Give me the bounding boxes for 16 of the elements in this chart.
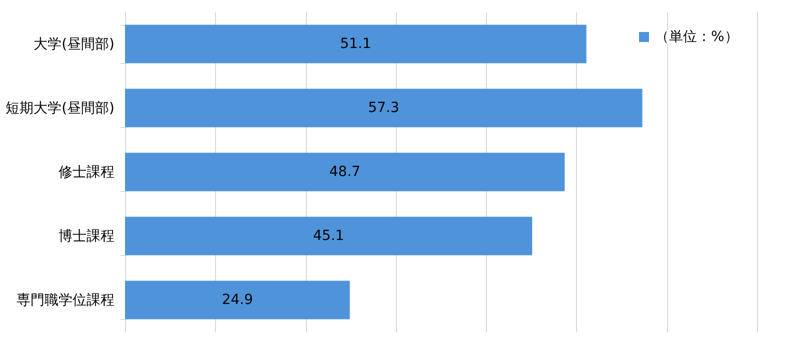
y-tick-label: 博士課程 [58, 228, 114, 244]
y-tick-label: 修士課程 [58, 164, 114, 180]
data-label: 51.1 [340, 36, 372, 52]
data-label: 48.7 [329, 164, 360, 180]
legend-label: （単位：%） [655, 29, 738, 45]
y-tick-label: 短期大学(昼間部) [6, 100, 114, 116]
bar [125, 152, 565, 192]
data-label: 45.1 [313, 228, 344, 244]
bar [125, 88, 642, 128]
y-tick-label: 大学(昼間部) [34, 36, 114, 52]
bar [125, 216, 532, 256]
data-label: 57.3 [368, 100, 400, 116]
data-label: 24.9 [222, 292, 253, 308]
bar [125, 280, 350, 320]
bar [125, 24, 586, 64]
y-tick-label: 専門職学位課程 [16, 292, 114, 308]
